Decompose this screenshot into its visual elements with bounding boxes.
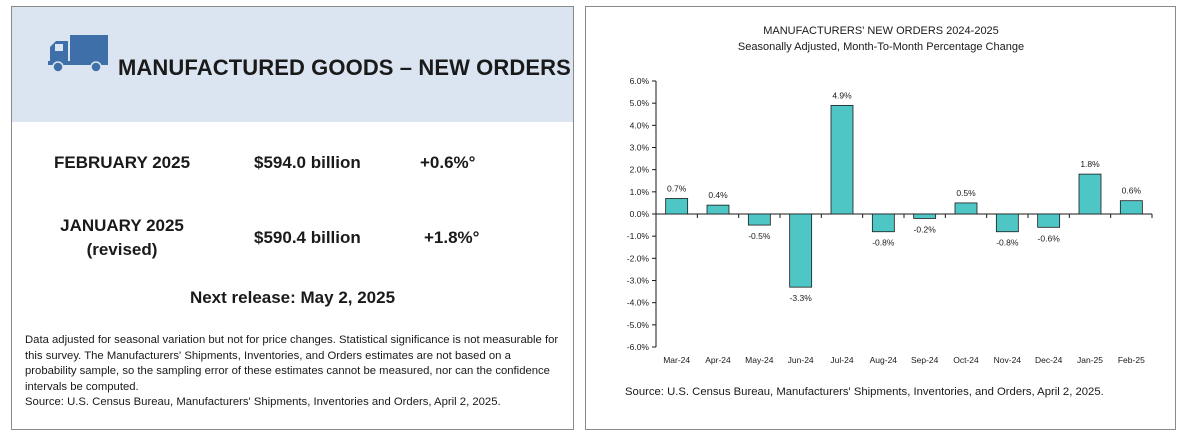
stat-value: $594.0 billion bbox=[254, 153, 361, 172]
y-tick-label: 0.0% bbox=[630, 209, 650, 219]
chart-title: MANUFACTURERS' NEW ORDERS 2024-2025 bbox=[763, 25, 999, 37]
data-label: -0.2% bbox=[914, 224, 937, 234]
x-tick-label: Feb-25 bbox=[1118, 355, 1145, 365]
x-tick-label: Apr-24 bbox=[705, 355, 731, 365]
y-tick-label: 3.0% bbox=[630, 143, 650, 153]
chart-subtitle: Seasonally Adjusted, Month-To-Month Perc… bbox=[738, 41, 1024, 53]
bar bbox=[1119, 200, 1143, 215]
bar bbox=[1037, 213, 1061, 228]
data-label: 0.7% bbox=[667, 183, 687, 193]
x-tick-label: Dec-24 bbox=[1035, 355, 1063, 365]
data-label: -0.8% bbox=[872, 238, 895, 248]
x-tick-label: May-24 bbox=[745, 355, 774, 365]
stat-change: +1.8%° bbox=[424, 228, 480, 247]
stat-value: $590.4 billion bbox=[254, 228, 361, 247]
data-label: 0.6% bbox=[1122, 186, 1142, 196]
x-tick-label: Jan-25 bbox=[1077, 355, 1103, 365]
methodology-note: Data adjusted for seasonal variation but… bbox=[25, 334, 559, 393]
source-note: Source: U.S. Census Bureau, Manufacturer… bbox=[25, 396, 501, 408]
bar bbox=[830, 104, 854, 215]
data-label: -3.3% bbox=[790, 293, 813, 303]
y-tick-label: 2.0% bbox=[630, 165, 650, 175]
chart-source: Source: U.S. Census Bureau, Manufacturer… bbox=[625, 386, 1104, 398]
data-label: -0.6% bbox=[1038, 233, 1061, 243]
panel-title: MANUFACTURED GOODS – NEW ORDERS bbox=[118, 55, 571, 80]
y-tick-label: 6.0% bbox=[630, 76, 650, 86]
bar bbox=[913, 213, 937, 219]
x-tick-label: Nov-24 bbox=[994, 355, 1022, 365]
y-tick-label: -1.0% bbox=[627, 231, 650, 241]
y-tick-label: -3.0% bbox=[627, 276, 650, 286]
x-tick-label: Oct-24 bbox=[953, 355, 979, 365]
bar bbox=[954, 202, 978, 215]
data-label: -0.5% bbox=[748, 231, 771, 241]
x-tick-label: Jul-24 bbox=[830, 355, 853, 365]
truck-icon bbox=[48, 35, 108, 73]
x-tick-label: Aug-24 bbox=[870, 355, 898, 365]
summary-panel: MANUFACTURED GOODS – NEW ORDERS FEBRUARY… bbox=[11, 6, 574, 430]
data-label: 0.4% bbox=[708, 190, 728, 200]
x-tick-label: Sep-24 bbox=[911, 355, 939, 365]
y-tick-label: -5.0% bbox=[627, 320, 650, 330]
stat-period-note: (revised) bbox=[86, 240, 158, 259]
bar bbox=[665, 198, 689, 215]
bar bbox=[995, 213, 1019, 233]
data-label: -0.8% bbox=[996, 238, 1019, 248]
y-tick-label: 5.0% bbox=[630, 98, 650, 108]
next-release: Next release: May 2, 2025 bbox=[189, 288, 396, 307]
bar bbox=[871, 213, 895, 233]
y-tick-label: -2.0% bbox=[627, 253, 650, 263]
y-tick-label: 1.0% bbox=[630, 187, 650, 197]
bar bbox=[789, 213, 813, 288]
data-label: 0.5% bbox=[956, 188, 976, 198]
bar bbox=[747, 213, 771, 226]
x-tick-label: Mar-24 bbox=[663, 355, 690, 365]
chart-panel: MANUFACTURERS' NEW ORDERS 2024-2025 Seaso… bbox=[585, 6, 1176, 430]
bar-chart: MANUFACTURERS' NEW ORDERS 2024-2025 Seaso… bbox=[627, 25, 1153, 365]
y-tick-label: -6.0% bbox=[627, 342, 650, 352]
stat-change: +0.6%° bbox=[420, 153, 476, 172]
data-label: 1.8% bbox=[1080, 159, 1100, 169]
bar bbox=[706, 204, 730, 215]
stat-period: JANUARY 2025 bbox=[60, 216, 184, 235]
notes: Data adjusted for seasonal variation but… bbox=[25, 333, 565, 411]
x-tick-label: Jun-24 bbox=[788, 355, 814, 365]
summary-header: MANUFACTURED GOODS – NEW ORDERS bbox=[12, 7, 573, 122]
bar bbox=[1078, 173, 1102, 215]
y-tick-label: -4.0% bbox=[627, 298, 650, 308]
stat-period: FEBRUARY 2025 bbox=[53, 153, 191, 172]
data-label: 4.9% bbox=[832, 90, 852, 100]
y-tick-label: 4.0% bbox=[630, 120, 650, 130]
